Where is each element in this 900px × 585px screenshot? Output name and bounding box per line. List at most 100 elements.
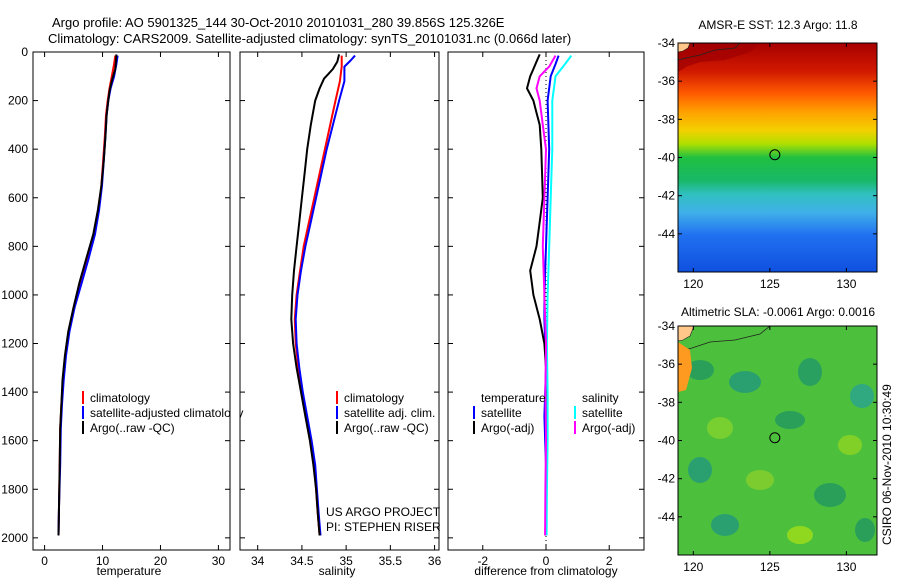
map-x-tick-label: 120 — [683, 277, 703, 291]
depth-tick-label: 1600 — [1, 434, 28, 448]
map-y-tick-label: -40 — [658, 434, 676, 448]
sst-coastline — [677, 42, 741, 61]
sla-blob — [707, 417, 733, 439]
depth-tick-label: 200 — [8, 94, 28, 108]
depth-tick-label: 600 — [8, 191, 28, 205]
series-line-argo-raw-qc- — [57, 54, 118, 536]
x-tick-label: 35 — [339, 554, 353, 568]
difference-legend-temp-argo: Argo(-adj) — [481, 421, 534, 435]
sla-high-anomaly — [678, 342, 692, 392]
series-line-argo-raw-qc- — [290, 54, 341, 536]
series-line-salinity-satellite — [545, 55, 573, 536]
series-line-temperature-satellite — [543, 55, 560, 536]
x-tick-label: 34 — [251, 554, 265, 568]
x-tick-label: 2 — [606, 554, 613, 568]
figure-title-line2: Climatology: CARS2009. Satellite-adjuste… — [48, 31, 571, 46]
series-line-satellite-adjusted-climatology — [57, 55, 119, 536]
salinity-x-ticks: 34 34.5 35 35.5 36 — [251, 52, 442, 568]
panel-gap-mask — [230, 380, 240, 440]
map-y-tick-label: -44 — [658, 227, 676, 241]
series-line-climatology — [293, 55, 343, 536]
map-y-tick-label: -34 — [658, 36, 676, 50]
x-tick-label: 0 — [41, 554, 48, 568]
map-x-tick-label: 125 — [760, 277, 780, 291]
sla-map-ticks: -34 -36 -38 -40 -42 -44 120 125 130 — [658, 319, 877, 574]
x-tick-label: 10 — [96, 554, 110, 568]
difference-legend-salinity-title: salinity — [582, 391, 619, 405]
depth-tick-label: 1200 — [1, 337, 28, 351]
depth-tick-label: 1000 — [1, 288, 28, 302]
sla-blobs — [686, 358, 875, 544]
depth-tick-label: 1400 — [1, 385, 28, 399]
sst-map-title: AMSR-E SST: 12.3 Argo: 11.8 — [698, 18, 858, 32]
depth-tick-label: 800 — [8, 239, 28, 253]
map-x-tick-label: 130 — [836, 560, 856, 574]
depth-tick-label: 400 — [8, 142, 28, 156]
sla-map: -34 -36 -38 -40 -42 -44 120 125 130 — [658, 319, 878, 574]
x-tick-label: 36 — [428, 554, 442, 568]
difference-legend: temperature satellite Argo(-adj) salinit… — [473, 391, 635, 435]
map-y-tick-label: -44 — [658, 510, 676, 524]
difference-lines — [526, 53, 573, 536]
temperature-lines — [57, 54, 119, 536]
salinity-annotation-pi: PI: STEPHEN RISER — [326, 520, 441, 534]
depth-tick-label: 0 — [21, 45, 28, 59]
sla-blob — [729, 371, 761, 393]
x-tick-label: 35.5 — [379, 554, 403, 568]
sla-blob — [855, 518, 875, 542]
figure-title-line1: Argo profile: AO 5901325_144 30-Oct-2010… — [52, 15, 505, 30]
map-y-tick-label: -36 — [658, 357, 676, 371]
sla-blob — [814, 483, 846, 507]
x-tick-label: 34.5 — [290, 554, 314, 568]
sst-map-ticks: -34 -36 -38 -40 -42 -44 120 125 130 — [658, 36, 877, 291]
sla-blob — [746, 470, 774, 490]
temperature-panel-frame — [32, 51, 231, 551]
map-y-tick-label: -38 — [658, 112, 676, 126]
sla-blob — [688, 457, 712, 483]
depth-tick-label: 1800 — [1, 482, 28, 496]
difference-legend-sal-satellite: satellite — [582, 406, 623, 420]
salinity-legend-argo: Argo(..raw -QC) — [344, 421, 429, 435]
sla-blob — [775, 411, 805, 429]
side-caption: CSIRO 06-Nov-2010 10:30:49 — [880, 384, 894, 545]
map-x-tick-label: 130 — [836, 277, 856, 291]
temperature-x-ticks: 0 10 20 30 — [41, 52, 225, 568]
sla-map-title: Altimetric SLA: -0.0061 Argo: 0.0016 — [681, 305, 875, 319]
salinity-annotation-project: US ARGO PROJECT — [326, 505, 441, 519]
sla-argo-location-marker — [769, 432, 781, 444]
x-tick-label: 20 — [154, 554, 168, 568]
map-y-tick-label: -40 — [658, 151, 676, 165]
difference-legend-sal-argo: Argo(-adj) — [582, 421, 635, 435]
sla-blob — [850, 384, 874, 408]
difference-xlabel: difference from climatology — [474, 564, 617, 578]
map-x-tick-label: 125 — [760, 560, 780, 574]
series-line-satellite-adj-clim- — [294, 54, 356, 536]
sla-blob — [787, 526, 813, 544]
depth-axis: 0 200 400 600 800 1000 1200 1400 1600 1800 2000 — [1, 45, 644, 545]
sst-warm-core — [678, 43, 760, 72]
salinity-legend: climatology satellite adj. clim. Argo(..… — [336, 391, 435, 435]
temperature-xlabel: temperature — [97, 564, 162, 578]
difference-legend-temperature-title: temperature — [481, 391, 546, 405]
x-tick-label: 0 — [543, 554, 550, 568]
sst-map: -34 -36 -38 -40 -42 -44 120 125 130 — [658, 36, 878, 291]
sst-argo-location-marker — [769, 149, 781, 161]
salinity-legend-climatology: climatology — [344, 391, 404, 405]
salinity-lines — [290, 54, 356, 536]
temperature-legend-climatology: climatology — [90, 391, 150, 405]
map-y-tick-label: -36 — [658, 74, 676, 88]
x-tick-label: -2 — [477, 554, 488, 568]
series-line-salinity-argo-adj- — [535, 55, 557, 536]
map-x-tick-label: 120 — [683, 560, 703, 574]
sst-field — [678, 43, 877, 272]
salinity-legend-satellite: satellite adj. clim. — [344, 406, 435, 420]
map-y-tick-label: -42 — [658, 472, 676, 486]
salinity-xlabel: salinity — [319, 564, 356, 578]
map-y-tick-label: -34 — [658, 319, 676, 333]
map-y-tick-label: -38 — [658, 395, 676, 409]
temperature-legend-argo: Argo(..raw -QC) — [90, 421, 175, 435]
difference-legend-temp-satellite: satellite — [481, 406, 522, 420]
temperature-legend-satellite: satellite-adjusted climatology — [90, 406, 243, 420]
sla-blob — [798, 358, 822, 386]
